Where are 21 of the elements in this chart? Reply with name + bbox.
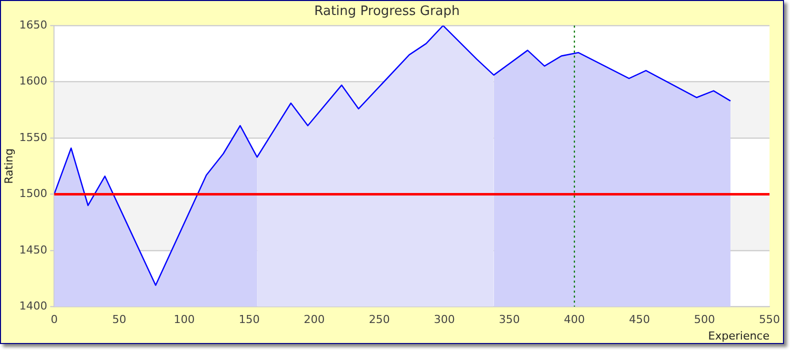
x-tick-label: 450 — [628, 313, 650, 326]
x-tick-label: 0 — [50, 313, 58, 326]
y-tick-label: 1550 — [19, 130, 48, 144]
x-tick-label: 250 — [368, 313, 390, 326]
x-tick-label: 200 — [304, 313, 325, 326]
x-tick-label: 400 — [564, 313, 585, 326]
y-axis-title: Rating — [2, 148, 16, 184]
x-tick-label: 100 — [174, 313, 195, 326]
x-tick-label: 350 — [498, 313, 520, 326]
x-tick-label: 50 — [112, 313, 126, 326]
x-tick-label: 550 — [759, 313, 780, 326]
y-tick-label: 1400 — [19, 299, 48, 312]
x-tick-label: 150 — [238, 313, 260, 326]
x-tick-label: 500 — [694, 313, 715, 326]
y-tick-label: 1650 — [19, 18, 48, 32]
y-tick-label: 1500 — [19, 187, 48, 200]
y-tick-label: 1450 — [19, 243, 48, 256]
x-tick-label: 300 — [434, 313, 455, 326]
y-tick-label: 1600 — [19, 74, 48, 88]
chart-title: Rating Progress Graph — [314, 4, 460, 20]
x-axis-title: Experience — [708, 329, 770, 342]
